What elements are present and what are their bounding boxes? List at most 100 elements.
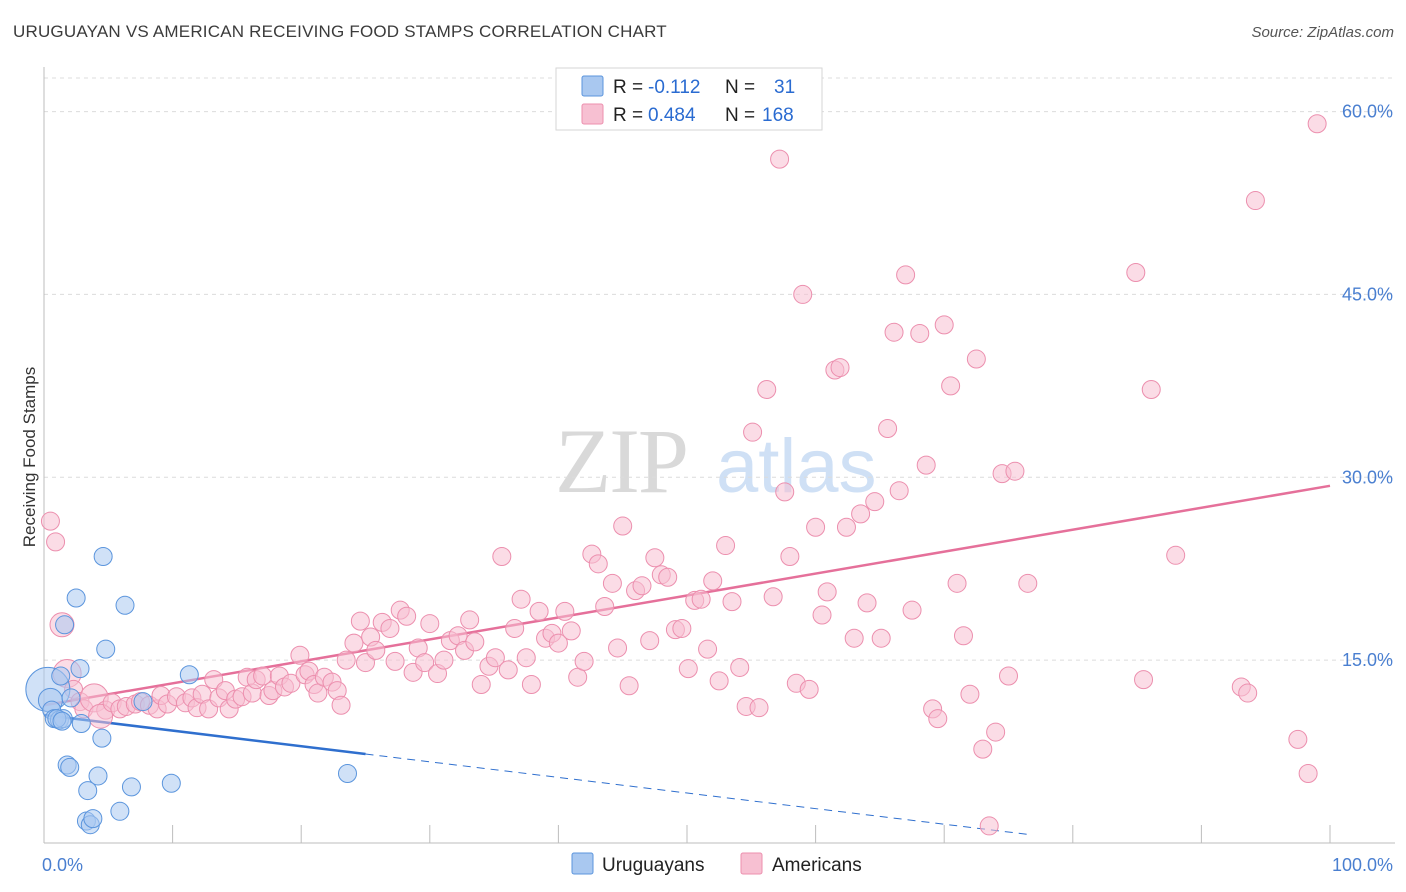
american-point-150 [979, 816, 999, 836]
american-point-74 [492, 547, 512, 567]
american-point-103 [678, 659, 698, 679]
x-tick-label-0: 0.0% [42, 855, 83, 875]
uruguayan-point-27 [110, 801, 130, 821]
american-point-111 [730, 657, 750, 677]
american-point-125 [817, 582, 837, 602]
y-tick-labels: 15.0% 30.0% 45.0% 60.0% [1342, 102, 1393, 671]
american-point-79 [521, 675, 541, 695]
uruguayan-point-28 [337, 764, 357, 784]
american-point-93 [613, 516, 633, 536]
american-point-102 [672, 618, 692, 638]
american-point-138 [902, 600, 922, 620]
american-point-87 [574, 651, 594, 671]
american-point-139 [910, 323, 930, 343]
american-point-40 [290, 645, 310, 665]
uruguayan-point-13 [115, 595, 135, 615]
american-point-163 [1288, 729, 1308, 749]
uruguayan-point-20 [88, 766, 108, 786]
uruguayan-point-8 [66, 588, 86, 608]
american-point-147 [960, 684, 980, 704]
american-point-48 [331, 695, 351, 715]
american-point-162 [1245, 191, 1265, 211]
legend-r-value-uruguayans: -0.112 [648, 77, 700, 98]
american-point-137 [896, 265, 916, 285]
american-point-154 [1005, 461, 1025, 481]
american-point-69 [460, 610, 480, 630]
uruguayan-point-17 [133, 692, 153, 712]
american-point-146 [953, 626, 973, 646]
american-point-132 [865, 492, 885, 512]
y-tick-label-1: 30.0% [1342, 467, 1393, 487]
american-point-0 [40, 511, 60, 531]
american-point-159 [1166, 545, 1186, 565]
american-point-122 [799, 679, 819, 699]
uruguayan-point-16 [179, 665, 199, 685]
legend-n-label-uruguayans: N = [725, 77, 755, 98]
legend-n-value-uruguayans: 31 [774, 77, 795, 98]
american-point-140 [916, 455, 936, 475]
american-point-73 [485, 648, 505, 668]
american-point-109 [716, 536, 736, 556]
american-point-70 [465, 632, 485, 652]
american-point-128 [836, 517, 856, 537]
american-point-145 [947, 573, 967, 593]
uruguayan-trend-line-extension [365, 753, 1028, 835]
american-point-86 [568, 667, 588, 687]
american-point-156 [1126, 262, 1146, 282]
american-point-107 [703, 571, 723, 591]
american-point-71 [471, 675, 491, 695]
american-point-50 [344, 633, 364, 653]
american-point-91 [602, 573, 622, 593]
legend-n-value-americans: 168 [762, 105, 794, 126]
american-point-57 [385, 651, 405, 671]
american-point-149 [973, 739, 993, 759]
bottom-swatch-americans [740, 852, 763, 875]
american-point-155 [1018, 573, 1038, 593]
american-point-116 [763, 587, 783, 607]
american-point-98 [645, 548, 665, 568]
y-tick-label-3: 60.0% [1342, 102, 1393, 122]
american-points [40, 114, 1327, 836]
uruguayan-point-21 [121, 777, 141, 797]
american-point-77 [511, 589, 531, 609]
american-point-80 [529, 601, 549, 621]
uruguayan-point-7 [55, 615, 75, 635]
y-axis-label: Receiving Food Stamps [20, 367, 39, 547]
uruguayan-point-6 [51, 666, 71, 686]
american-point-52 [356, 653, 375, 673]
american-point-76 [505, 618, 525, 638]
american-point-84 [555, 601, 575, 621]
american-point-117 [770, 149, 790, 169]
chart-title: URUGUAYAN VS AMERICAN RECEIVING FOOD STA… [13, 22, 667, 41]
y-tick-label-2: 45.0% [1342, 284, 1393, 304]
legend-r-value-americans: 0.484 [648, 105, 696, 126]
uruguayan-point-14 [96, 639, 116, 659]
watermark-atlas: atlas [716, 424, 877, 509]
uruguayan-point-19 [60, 757, 80, 777]
american-point-119 [780, 547, 800, 567]
american-point-96 [632, 576, 652, 596]
american-point-114 [749, 698, 769, 718]
american-point-124 [812, 605, 832, 625]
uruguayan-point-23 [78, 781, 98, 801]
american-point-106 [698, 639, 718, 659]
american-point-130 [851, 504, 871, 524]
american-point-75 [498, 660, 518, 680]
uruguayan-point-15 [92, 728, 112, 748]
american-point-127 [830, 358, 850, 378]
american-point-142 [928, 709, 948, 729]
american-point-161 [1238, 683, 1258, 703]
american-point-158 [1141, 380, 1161, 400]
american-point-1 [46, 532, 66, 552]
american-point-153 [999, 666, 1018, 686]
american-point-83 [548, 633, 568, 653]
american-point-135 [884, 322, 904, 342]
american-point-151 [986, 722, 1006, 742]
american-point-118 [775, 482, 795, 502]
american-point-110 [722, 592, 742, 612]
legend-r-label-uruguayans: R = [613, 77, 643, 98]
y-tick-label-0: 15.0% [1342, 650, 1393, 670]
american-point-97 [640, 631, 660, 651]
american-point-164 [1298, 764, 1318, 784]
american-point-131 [857, 593, 877, 613]
